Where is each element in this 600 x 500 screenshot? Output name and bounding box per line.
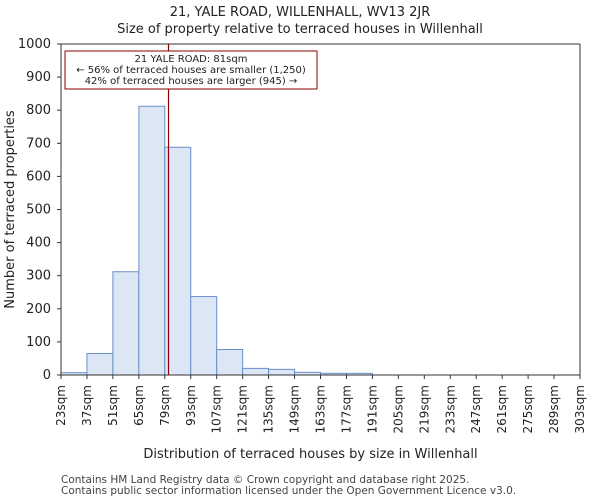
x-tick-label: 247sqm: [469, 385, 483, 433]
x-tick-label: 303sqm: [573, 385, 587, 433]
y-tick-label: 0: [43, 368, 51, 383]
footer-copyright: Contains HM Land Registry data © Crown c…: [61, 474, 470, 486]
y-tick-label: 1000: [18, 37, 51, 52]
chart-title-line1: 21, YALE ROAD, WILLENHALL, WV13 2JR: [169, 5, 431, 20]
x-axis-label: Distribution of terraced houses by size …: [143, 447, 477, 462]
x-tick-label: 149sqm: [288, 385, 302, 433]
x-tick-label: 93sqm: [184, 385, 198, 426]
x-tick-label: 107sqm: [210, 385, 224, 433]
x-tick-label: 219sqm: [417, 385, 431, 433]
annotation-title: 21 YALE ROAD: 81sqm: [135, 54, 248, 65]
y-axis-label: Number of terraced properties: [3, 110, 18, 309]
x-tick-label: 65sqm: [132, 385, 146, 426]
y-tick-label: 100: [26, 335, 51, 350]
x-tick-label: 275sqm: [521, 385, 535, 433]
x-tick-label: 37sqm: [80, 385, 94, 426]
annotation-smaller: ← 56% of terraced houses are smaller (1,…: [76, 65, 306, 76]
y-tick-label: 300: [26, 269, 51, 284]
y-tick-label: 500: [26, 203, 51, 218]
annotation-box: [64, 50, 318, 90]
y-tick-label: 700: [26, 136, 51, 151]
x-tick-label: 289sqm: [547, 385, 561, 433]
x-tick-label: 135sqm: [262, 385, 276, 433]
x-tick-label: 79sqm: [158, 385, 172, 426]
x-tick-label: 163sqm: [314, 385, 328, 433]
histogram-bar: [138, 105, 166, 376]
histogram-bar: [242, 367, 270, 376]
histogram-bar: [216, 349, 244, 376]
y-tick-label: 600: [26, 169, 51, 184]
histogram-bar: [268, 368, 296, 376]
y-tick-label: 200: [26, 302, 51, 317]
x-tick-label: 191sqm: [365, 385, 379, 433]
x-tick-label: 233sqm: [443, 385, 457, 433]
histogram-bar: [112, 271, 140, 376]
footer-licence: Contains public sector information licen…: [61, 485, 517, 497]
histogram-bar: [164, 146, 192, 376]
x-tick-label: 51sqm: [106, 385, 120, 426]
y-tick-label: 800: [26, 103, 51, 118]
y-tick-label: 400: [26, 236, 51, 251]
annotation-larger: 42% of terraced houses are larger (945) …: [85, 76, 298, 87]
histogram-bar: [190, 296, 218, 376]
x-tick-label: 205sqm: [391, 385, 405, 433]
x-tick-label: 23sqm: [54, 385, 68, 426]
x-tick-label: 261sqm: [495, 385, 509, 433]
histogram-bar: [86, 352, 114, 376]
x-tick-label: 177sqm: [339, 385, 353, 433]
x-tick-label: 121sqm: [236, 385, 250, 433]
y-tick-label: 900: [26, 70, 51, 85]
chart-title-line2: Size of property relative to terraced ho…: [117, 22, 483, 37]
